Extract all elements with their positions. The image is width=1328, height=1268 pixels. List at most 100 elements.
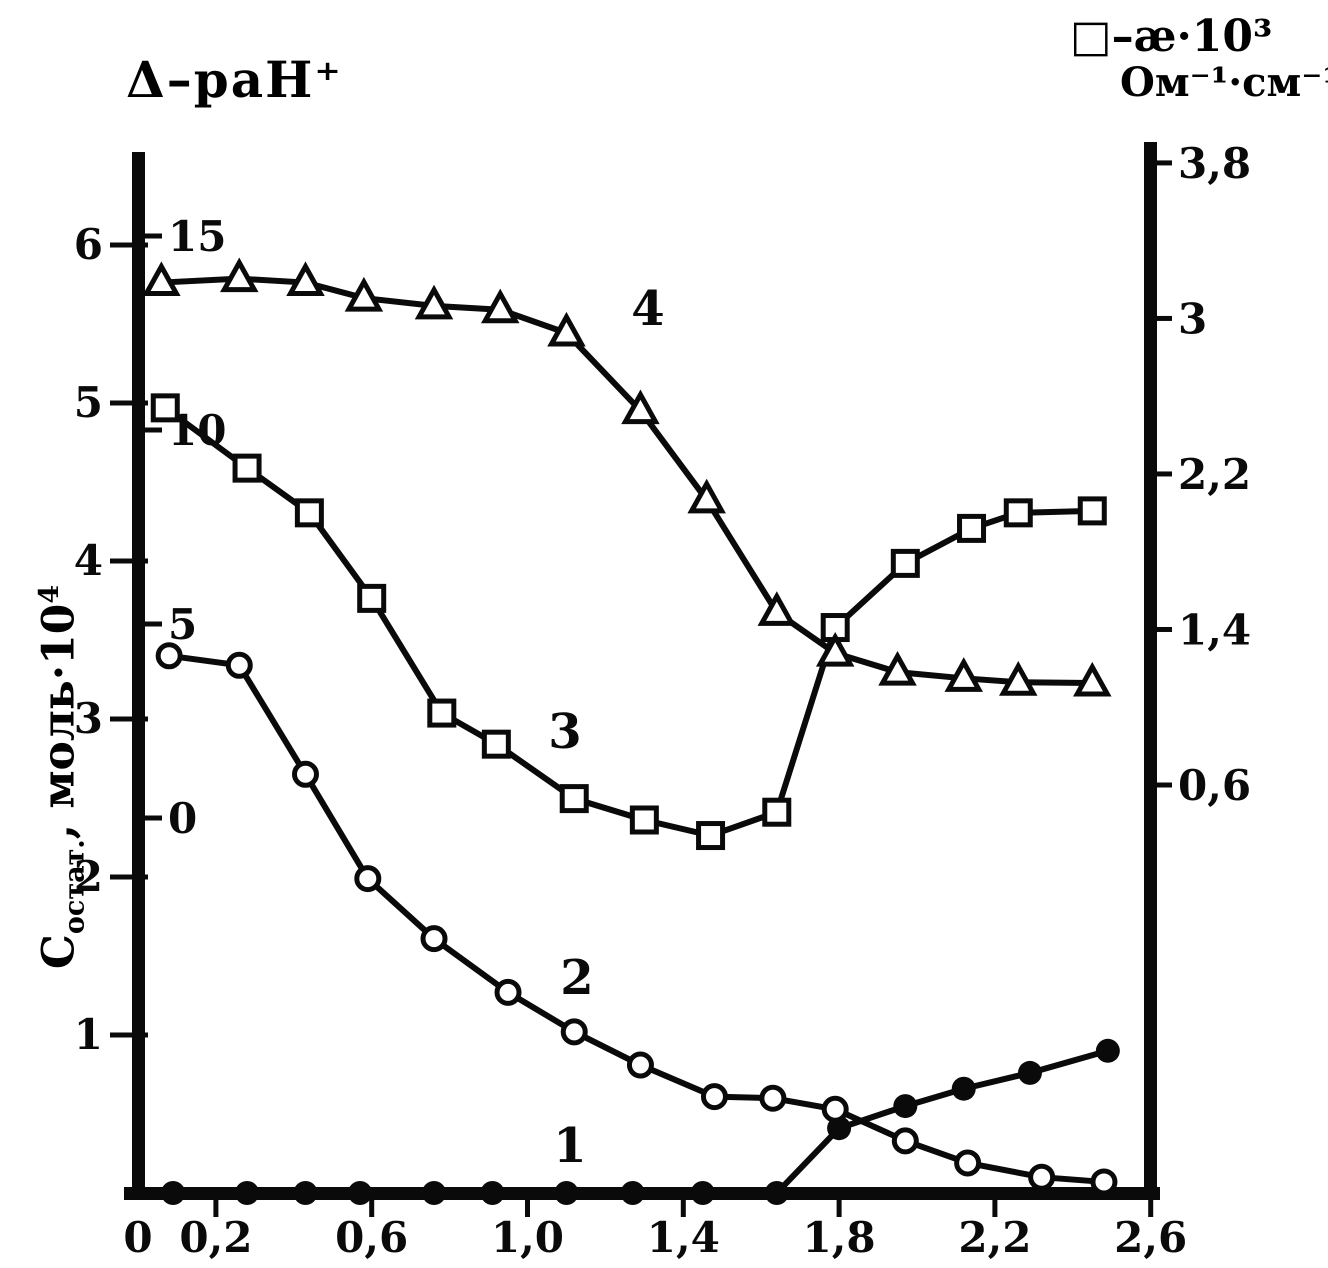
series-4-open-triangle-marker-11 (878, 650, 917, 686)
series-4-open-triangle-marker-13 (999, 661, 1038, 696)
right-axis-line (1144, 142, 1157, 1200)
left-inner-tick-label-15: 15 (168, 212, 226, 261)
right-tick-1,4 (1146, 626, 1172, 632)
series-3-open-square-marker-5 (481, 729, 511, 759)
series-4-open-triangle-marker-0 (142, 261, 181, 297)
right-tick-label-1,4: 1,4 (1178, 605, 1251, 654)
left-outer-tick-1 (110, 1032, 148, 1038)
right-tick-label-2,2: 2,2 (1178, 450, 1251, 499)
left-outer-tick-label-3: 3 (74, 694, 103, 743)
series-2-line (168, 652, 1105, 1185)
series-4-line (161, 275, 1093, 686)
left-outer-tick-2 (110, 874, 148, 880)
series-2-open-circle-marker-3 (354, 865, 382, 893)
x-tick-label-2,6: 2,6 (1114, 1213, 1187, 1262)
left-axis-line (132, 152, 145, 1200)
series-1-filled-circle-marker-5 (480, 1181, 505, 1205)
left-inner-tick-0 (138, 815, 162, 821)
series-2-open-circle-marker-13 (1028, 1163, 1056, 1191)
series-1-filled-circle-marker-12 (951, 1076, 976, 1101)
series-1-filled-circle-marker-9 (764, 1181, 789, 1205)
left-inner-tick-5 (138, 621, 162, 627)
series-4-open-triangle-marker-7 (621, 389, 660, 425)
left-outer-tick-label-5: 5 (74, 378, 103, 427)
right-tick-label-3,8: 3,8 (1178, 139, 1251, 188)
series-4-open-triangle-marker-9 (757, 591, 797, 626)
series-2-open-circle-marker-12 (954, 1149, 982, 1177)
series-1-filled-circle-marker-8 (690, 1181, 715, 1205)
left-outer-tick-label-1: 1 (74, 1010, 103, 1059)
left-outer-tick-5 (110, 400, 148, 406)
series-4-number-label: 4 (631, 281, 664, 337)
series-2-open-circle-marker-6 (560, 1018, 588, 1046)
series-1-filled-circle-marker-13 (1017, 1060, 1042, 1085)
x-tick-2,6 (1148, 1187, 1154, 1217)
x-tick-1,4 (680, 1187, 686, 1217)
series-3-open-square-marker-11 (890, 548, 920, 578)
series-2-open-circle-marker-14 (1090, 1168, 1118, 1196)
series-4-open-triangle-marker-6 (547, 311, 586, 347)
series-2-open-circle-marker-4 (420, 925, 448, 953)
series-4-open-triangle-marker-4 (414, 284, 454, 320)
series-2-open-circle-marker-5 (494, 978, 522, 1006)
series-4-open-triangle-marker-8 (687, 478, 726, 514)
left-outer-tick-label-6: 6 (74, 220, 103, 269)
x-tick-1,0 (525, 1187, 530, 1217)
series-4-open-triangle-marker-10 (815, 631, 855, 667)
series-4-open-triangle-marker-12 (944, 657, 983, 692)
series-3-open-square-marker-8 (696, 821, 726, 851)
left-inner-tick-label-5: 5 (168, 600, 197, 649)
series-2-open-circle-marker-8 (700, 1083, 728, 1111)
series-1-filled-circle-marker-4 (422, 1181, 447, 1205)
legend-triangle-series: Δ–раН⁺ (126, 50, 343, 109)
series-2-open-circle-marker-1 (225, 651, 253, 679)
right-tick-3 (1146, 315, 1172, 321)
series-1-filled-circle-marker-3 (348, 1181, 373, 1205)
series-3-open-square-marker-12 (957, 513, 987, 543)
x-tick-1,8 (836, 1187, 842, 1217)
left-inner-tick-10 (138, 427, 162, 433)
series-4-open-triangle-marker-1 (220, 257, 259, 293)
series-1-filled-circle-marker-11 (893, 1094, 918, 1119)
series-3-open-square-marker-4 (427, 698, 457, 728)
series-1-filled-circle-marker-0 (161, 1181, 186, 1205)
x-tick-label-0,2: 0,2 (179, 1213, 252, 1262)
legend-square-line2: Ом⁻¹·см⁻¹ (1120, 59, 1328, 107)
series-3-open-square-marker-6 (559, 784, 589, 814)
legend-square-series: □–ӕ·10³ Ом⁻¹·см⁻¹ (1070, 12, 1328, 106)
left-outer-tick-label-4: 4 (74, 536, 103, 585)
x-tick-0,2 (213, 1187, 219, 1217)
left-outer-tick-4 (110, 558, 148, 564)
series-3-open-square-marker-9 (762, 797, 792, 827)
series-1-filled-circle-marker-2 (293, 1181, 318, 1205)
series-1-filled-circle-marker-6 (554, 1181, 579, 1205)
series-1-number-label: 1 (553, 1118, 586, 1174)
right-tick-0,6 (1146, 782, 1172, 788)
x-tick-label-0: 0 (123, 1213, 152, 1262)
right-tick-3,8 (1146, 160, 1172, 166)
left-outer-tick-label-2: 2 (74, 852, 103, 901)
series-3-open-square-marker-0 (150, 393, 180, 423)
series-4-open-triangle-marker-14 (1073, 661, 1112, 697)
series-4-open-triangle-marker-5 (480, 288, 520, 324)
series-2-open-circle-marker-0 (155, 642, 183, 670)
series-3-open-square-marker-2 (294, 498, 324, 528)
right-tick-2,2 (1146, 471, 1172, 477)
series-2-open-circle-marker-11 (891, 1127, 919, 1155)
series-3-open-square-marker-3 (357, 583, 387, 613)
series-4-open-triangle-marker-3 (344, 276, 384, 312)
right-tick-label-0,6: 0,6 (1178, 761, 1251, 810)
series-2-open-circle-marker-9 (759, 1084, 787, 1112)
series-2-open-circle-marker-7 (626, 1051, 654, 1079)
series-3-open-square-marker-1 (232, 453, 262, 483)
x-tick-2,2 (992, 1187, 998, 1217)
series-1-filled-circle-marker-7 (620, 1181, 645, 1205)
legend-square-line1: □–ӕ·10³ (1070, 11, 1273, 62)
series-2-number-label: 2 (560, 950, 593, 1006)
x-tick-0,6 (369, 1187, 375, 1217)
series-2-open-circle-marker-10 (821, 1095, 849, 1123)
right-tick-label-3: 3 (1178, 294, 1207, 343)
left-outer-tick-3 (110, 716, 148, 722)
